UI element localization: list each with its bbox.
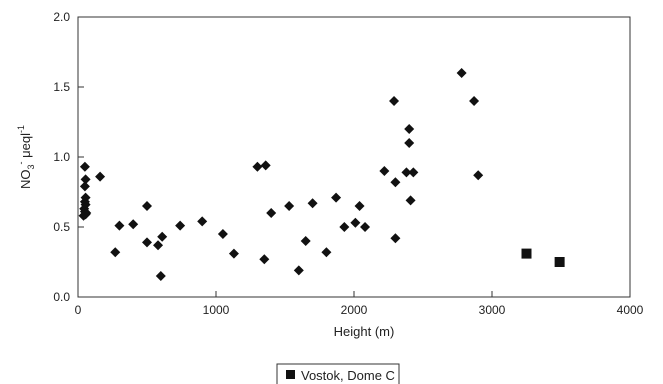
x-tick-label: 3000 bbox=[479, 303, 506, 317]
diamond-point bbox=[114, 220, 125, 231]
diamond-point bbox=[401, 167, 412, 178]
x-tick-label: 1000 bbox=[203, 303, 230, 317]
diamond-point bbox=[260, 160, 271, 171]
diamond-point bbox=[142, 201, 152, 211]
diamond-point bbox=[155, 271, 166, 281]
legend-square-marker bbox=[286, 370, 295, 379]
diamond-point bbox=[360, 222, 371, 232]
y-tick-label: 1.5 bbox=[53, 80, 70, 94]
diamond-point bbox=[404, 124, 415, 134]
diamond-point bbox=[456, 68, 467, 78]
diamond-point bbox=[293, 265, 304, 276]
y-tick-label: 0.5 bbox=[53, 220, 70, 234]
diamond-point bbox=[153, 240, 164, 251]
diamond-point bbox=[379, 166, 390, 176]
diamond-point bbox=[307, 198, 318, 209]
diamond-point bbox=[95, 171, 106, 182]
y-axis-label: NO3- μeql-1 bbox=[16, 125, 36, 189]
diamond-point bbox=[404, 138, 415, 148]
diamond-point bbox=[197, 216, 208, 227]
diamond-point bbox=[354, 201, 365, 211]
y-tick-label: 2.0 bbox=[53, 10, 70, 24]
diamond-point bbox=[405, 195, 416, 206]
diamond-point bbox=[110, 247, 121, 258]
diamond-point bbox=[217, 229, 228, 239]
x-axis: 0 1000 2000 3000 4000 bbox=[75, 291, 644, 317]
square-point bbox=[554, 257, 565, 267]
y-label-base: NO bbox=[18, 169, 33, 189]
diamond-point bbox=[175, 220, 186, 231]
diamond-point bbox=[228, 248, 239, 259]
diamond-point bbox=[331, 192, 342, 203]
diamond-point bbox=[78, 210, 89, 221]
diamond-point bbox=[259, 254, 270, 265]
x-tick-label: 0 bbox=[75, 303, 82, 317]
diamond-point bbox=[80, 174, 91, 185]
diamond-point bbox=[300, 236, 311, 246]
diamond-point bbox=[79, 161, 90, 172]
legend-label: Vostok, Dome C bbox=[301, 368, 395, 383]
diamond-point bbox=[389, 96, 400, 106]
diamond-point bbox=[128, 219, 139, 230]
y-label-unit-exponent: -1 bbox=[16, 125, 26, 133]
y-label-unit: μeql bbox=[18, 133, 33, 162]
diamond-point bbox=[266, 208, 277, 218]
diamond-point bbox=[390, 233, 401, 244]
y-label-superscript: - bbox=[16, 161, 26, 164]
y-axis-title: NO3- μeql-1 bbox=[16, 125, 36, 189]
legend: Vostok, Dome C bbox=[276, 363, 400, 384]
diamond-point bbox=[157, 231, 168, 242]
diamond-point bbox=[321, 247, 332, 258]
diamond-point bbox=[469, 96, 480, 106]
diamond-point bbox=[284, 201, 295, 211]
diamond-point bbox=[339, 222, 350, 232]
diamond-point bbox=[473, 170, 484, 181]
legend-box bbox=[276, 363, 400, 384]
diamond-point bbox=[252, 161, 263, 172]
y-tick-label: 1.0 bbox=[53, 150, 70, 164]
y-tick-label: 0.0 bbox=[53, 290, 70, 304]
square-point bbox=[521, 248, 532, 259]
diamond-point bbox=[408, 167, 419, 178]
diamond-point bbox=[350, 217, 361, 228]
y-label-subscript: 3 bbox=[26, 164, 36, 169]
x-axis-title: Height (m) bbox=[334, 324, 395, 339]
y-axis: 0.0 0.5 1.0 1.5 2.0 bbox=[53, 10, 84, 304]
diamond-point bbox=[142, 237, 152, 248]
diamond-point bbox=[79, 181, 90, 192]
x-tick-label: 4000 bbox=[617, 303, 644, 317]
x-tick-label: 2000 bbox=[341, 303, 368, 317]
plot-frame bbox=[77, 16, 631, 298]
diamond-point bbox=[390, 177, 401, 188]
data-points bbox=[78, 68, 565, 281]
